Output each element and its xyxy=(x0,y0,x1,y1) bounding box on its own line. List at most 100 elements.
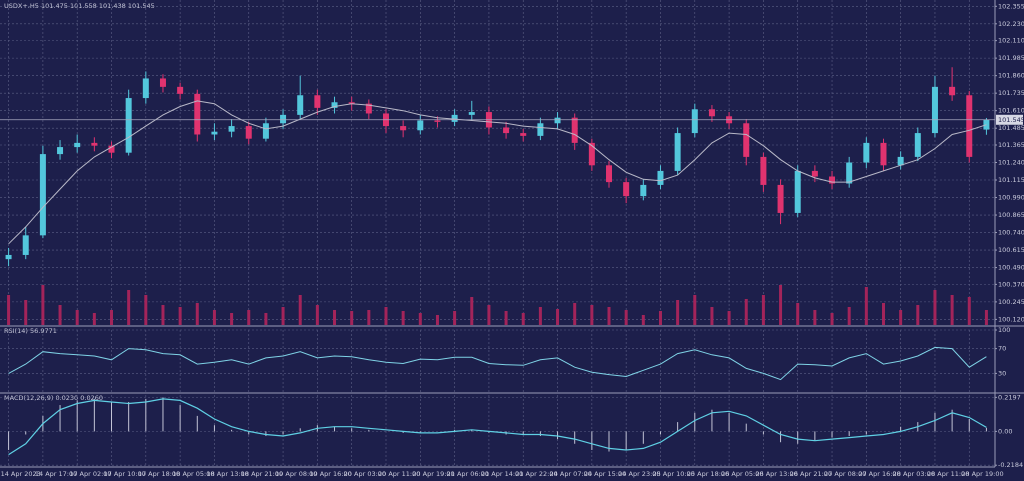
y-tick-label: 100.245 xyxy=(998,298,1024,306)
volume-bar xyxy=(281,307,285,325)
candle-body xyxy=(846,162,853,184)
macd-title: MACD(12,26,9) xyxy=(4,394,53,402)
volume-bar xyxy=(350,311,354,325)
candle-body xyxy=(760,156,767,185)
x-tick-label: 14 Apr 17:00 xyxy=(35,470,77,478)
y-tick-label: 100.370 xyxy=(998,280,1024,288)
candle-body xyxy=(434,120,441,122)
x-tick-label: 21 Apr 22:00 xyxy=(515,470,557,478)
chart-header: USDX+.H5 101.475 101.558 101.438 101.545 xyxy=(4,2,155,10)
volume-bar xyxy=(401,311,405,325)
y-tick-label: 0.00 xyxy=(998,427,1012,435)
candle-body xyxy=(914,133,921,157)
candle-body xyxy=(949,86,956,96)
candle-body xyxy=(331,102,338,108)
x-tick-label: 26 Apr 13:00 xyxy=(755,470,797,478)
y-tick-label: 100.865 xyxy=(998,211,1024,219)
x-tick-label: 20 Apr 03:00 xyxy=(344,470,386,478)
y-tick-label: 100.615 xyxy=(998,246,1024,254)
volume-bar xyxy=(144,295,148,325)
price-label-box xyxy=(996,114,1023,125)
moving-average xyxy=(8,100,987,245)
volume-bar xyxy=(658,311,662,325)
price-label: 101.545 xyxy=(998,116,1024,124)
candle-body xyxy=(657,170,664,185)
candle-body xyxy=(245,126,252,139)
y-tick-label: 101.735 xyxy=(998,89,1024,97)
candle-body xyxy=(880,142,887,166)
last-high: 101.558 xyxy=(70,2,97,10)
x-tick-label: 19 Apr 16:00 xyxy=(309,470,351,478)
volume-bar xyxy=(161,305,165,325)
volume-bar xyxy=(881,303,885,325)
candle-body xyxy=(365,103,372,114)
candle-body xyxy=(177,86,184,94)
volume-bar xyxy=(607,307,611,325)
candle-body xyxy=(262,123,269,139)
candle-body xyxy=(983,119,990,130)
candle-body xyxy=(588,142,595,166)
volume-bar xyxy=(435,315,439,325)
macd-signal: 0.0260 xyxy=(80,394,103,402)
volume-bar xyxy=(813,310,817,325)
volume-bar xyxy=(933,290,937,325)
y-tick-label: 100.490 xyxy=(998,264,1024,272)
volume-bar xyxy=(110,310,114,325)
candle-body xyxy=(108,145,115,153)
candle-body xyxy=(966,95,973,157)
candle-body xyxy=(794,170,801,213)
x-tick-label: 24 Apr 23:00 xyxy=(618,470,660,478)
x-tick-label: 27 Apr 08:00 xyxy=(824,470,866,478)
macd-main: 0.0230 xyxy=(55,394,78,402)
candle-body xyxy=(468,112,475,115)
candle-body xyxy=(571,117,578,143)
rsi-header: RSI(14) 56.9771 xyxy=(4,327,57,335)
candle-body xyxy=(5,254,12,260)
volume-bar xyxy=(7,295,11,325)
x-tick-label: 20 Apr 19:00 xyxy=(412,470,454,478)
x-tick-label: 28 Apr 11:00 xyxy=(927,470,969,478)
y-tick-label: 102.230 xyxy=(998,20,1024,28)
candle-body xyxy=(623,182,630,197)
candle-body xyxy=(314,95,321,108)
candle-body xyxy=(211,131,218,135)
x-tick-label: 24 Apr 07:00 xyxy=(550,470,592,478)
y-tick-label: 100.990 xyxy=(998,194,1024,202)
volume-bar xyxy=(195,303,199,325)
volume-bar xyxy=(487,305,491,325)
candle-body xyxy=(348,102,355,104)
volume-bar xyxy=(710,307,714,325)
y-tick-label: 101.610 xyxy=(998,107,1024,115)
symbol: USDX+.H5 xyxy=(4,2,39,10)
y-tick-label: -0.2184 xyxy=(998,461,1023,469)
macd-header: MACD(12,26,9) 0.0230 0.0260 xyxy=(4,394,103,402)
volume-bar xyxy=(504,311,508,325)
x-tick-label: 18 Apr 05:00 xyxy=(172,470,214,478)
candle-body xyxy=(554,117,561,124)
signal-line xyxy=(8,398,987,456)
volume-bar xyxy=(779,285,783,325)
volume-bar xyxy=(521,313,525,325)
candle-body xyxy=(708,109,715,117)
x-tick-label: 21 Apr 14:00 xyxy=(481,470,523,478)
x-tick-label: 17 Apr 18:00 xyxy=(138,470,180,478)
x-tick-label: 17 Apr 10:00 xyxy=(104,470,146,478)
y-tick-label: 101.485 xyxy=(998,124,1024,132)
y-tick-label: 101.365 xyxy=(998,141,1024,149)
candle-body xyxy=(829,176,836,184)
volume-bar xyxy=(573,303,577,325)
x-tick-label: 26 Apr 21:00 xyxy=(790,470,832,478)
y-tick-label: 101.860 xyxy=(998,72,1024,80)
volume-bar xyxy=(641,315,645,325)
candle-body xyxy=(417,120,424,131)
candle-body xyxy=(228,126,235,132)
x-tick-label: 24 Apr 15:00 xyxy=(584,470,626,478)
volume-bar xyxy=(92,313,96,325)
volume-bar xyxy=(127,290,131,325)
candle-body xyxy=(91,142,98,146)
y-tick-label: 0.2197 xyxy=(998,393,1021,401)
x-tick-label: 18 Apr 21:00 xyxy=(241,470,283,478)
volume-bar xyxy=(24,300,28,325)
